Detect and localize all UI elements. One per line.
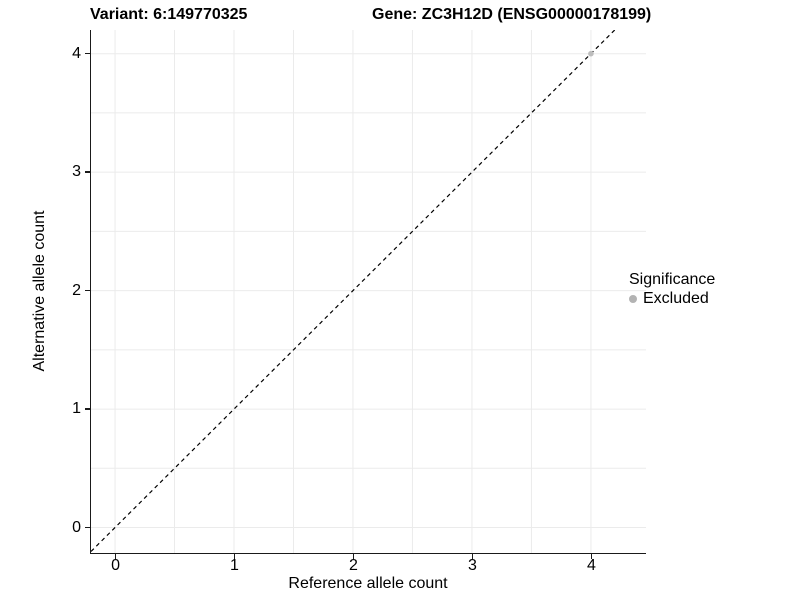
x-tick-mark xyxy=(233,553,236,559)
variant-title: Variant: 6:149770325 xyxy=(90,6,248,23)
legend: Significance Excluded xyxy=(629,271,715,308)
plot-panel xyxy=(90,30,646,554)
y-tick-mark xyxy=(85,526,90,529)
x-tick-mark xyxy=(471,553,474,559)
y-tick-mark xyxy=(85,52,90,55)
x-tick-label: 3 xyxy=(467,557,477,574)
y-tick-mark xyxy=(85,408,90,410)
y-tick-mark xyxy=(85,289,90,292)
x-axis-title: Reference allele count xyxy=(288,575,448,592)
identity-dashed-line xyxy=(91,30,616,552)
excluded-point-icon xyxy=(629,295,637,303)
y-tick-label: 3 xyxy=(72,163,81,181)
gene-title: Gene: ZC3H12D (ENSG00000178199) xyxy=(372,6,652,23)
y-tick-label: 2 xyxy=(72,281,81,299)
legend-item-excluded: Excluded xyxy=(629,290,715,308)
y-tick-label: 0 xyxy=(72,518,81,536)
y-tick-label: 4 xyxy=(72,44,81,62)
x-tick-label: 1 xyxy=(230,557,239,574)
y-axis-title: Alternative allele count xyxy=(31,210,48,372)
x-tick-mark xyxy=(352,553,355,559)
x-tick-mark xyxy=(590,553,593,559)
data-point xyxy=(588,50,594,57)
scatter-canvas xyxy=(91,30,646,553)
y-tick-label: 1 xyxy=(72,400,81,418)
legend-item-label: Excluded xyxy=(643,290,709,307)
x-tick-mark xyxy=(114,553,117,559)
x-tick-label: 0 xyxy=(111,557,120,574)
x-tick-label: 4 xyxy=(586,557,596,574)
legend-title: Significance xyxy=(629,271,716,288)
x-tick-label: 2 xyxy=(349,557,358,574)
y-tick-mark xyxy=(85,171,90,173)
